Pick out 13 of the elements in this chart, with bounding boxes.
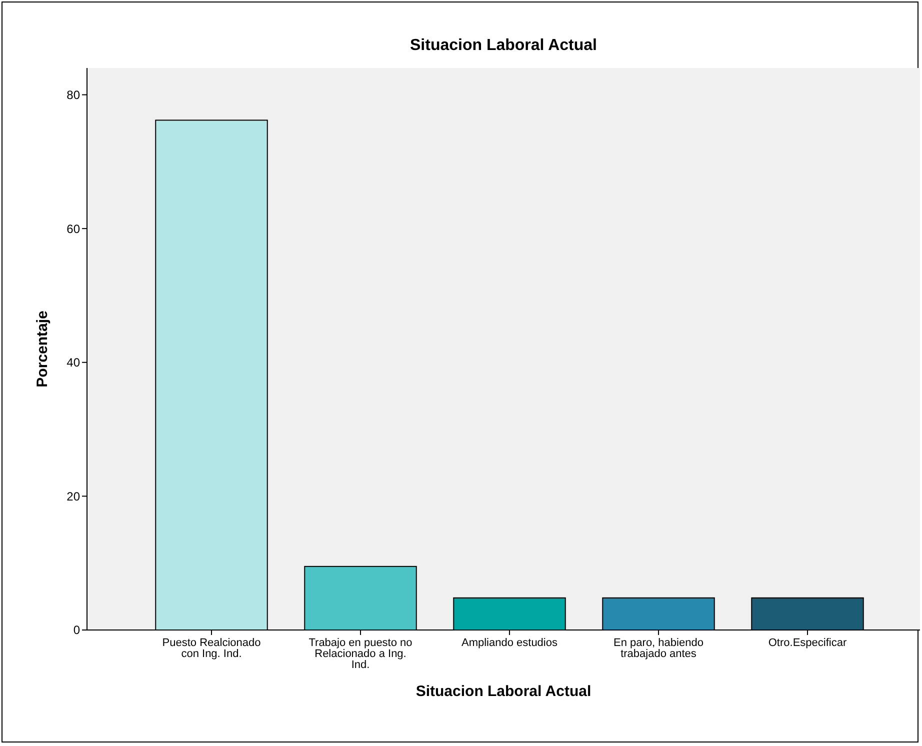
y-tick-label: 80: [66, 88, 80, 102]
chart-title: Situacion Laboral Actual: [410, 37, 597, 54]
x-tick-label: En paro, habiendo trabajado antes: [614, 637, 704, 660]
y-tick-label: 60: [66, 222, 80, 236]
x-tick-label: Puesto Realcionado con Ing. Ind.: [162, 637, 261, 660]
y-tick-label: 0: [73, 623, 80, 638]
x-axis-title: Situacion Laboral Actual: [416, 683, 592, 700]
x-tick-label: Trabajo en puesto no Relacionado a Ing. Ind.: [308, 637, 412, 671]
x-tick-label: Otro.Especificar: [768, 637, 847, 649]
y-tick-label: 20: [66, 489, 80, 504]
y-axis-title: Porcentaje: [34, 310, 51, 388]
x-tick-label: Ampliando estudios: [461, 637, 558, 649]
y-tick-label: 40: [66, 356, 80, 370]
